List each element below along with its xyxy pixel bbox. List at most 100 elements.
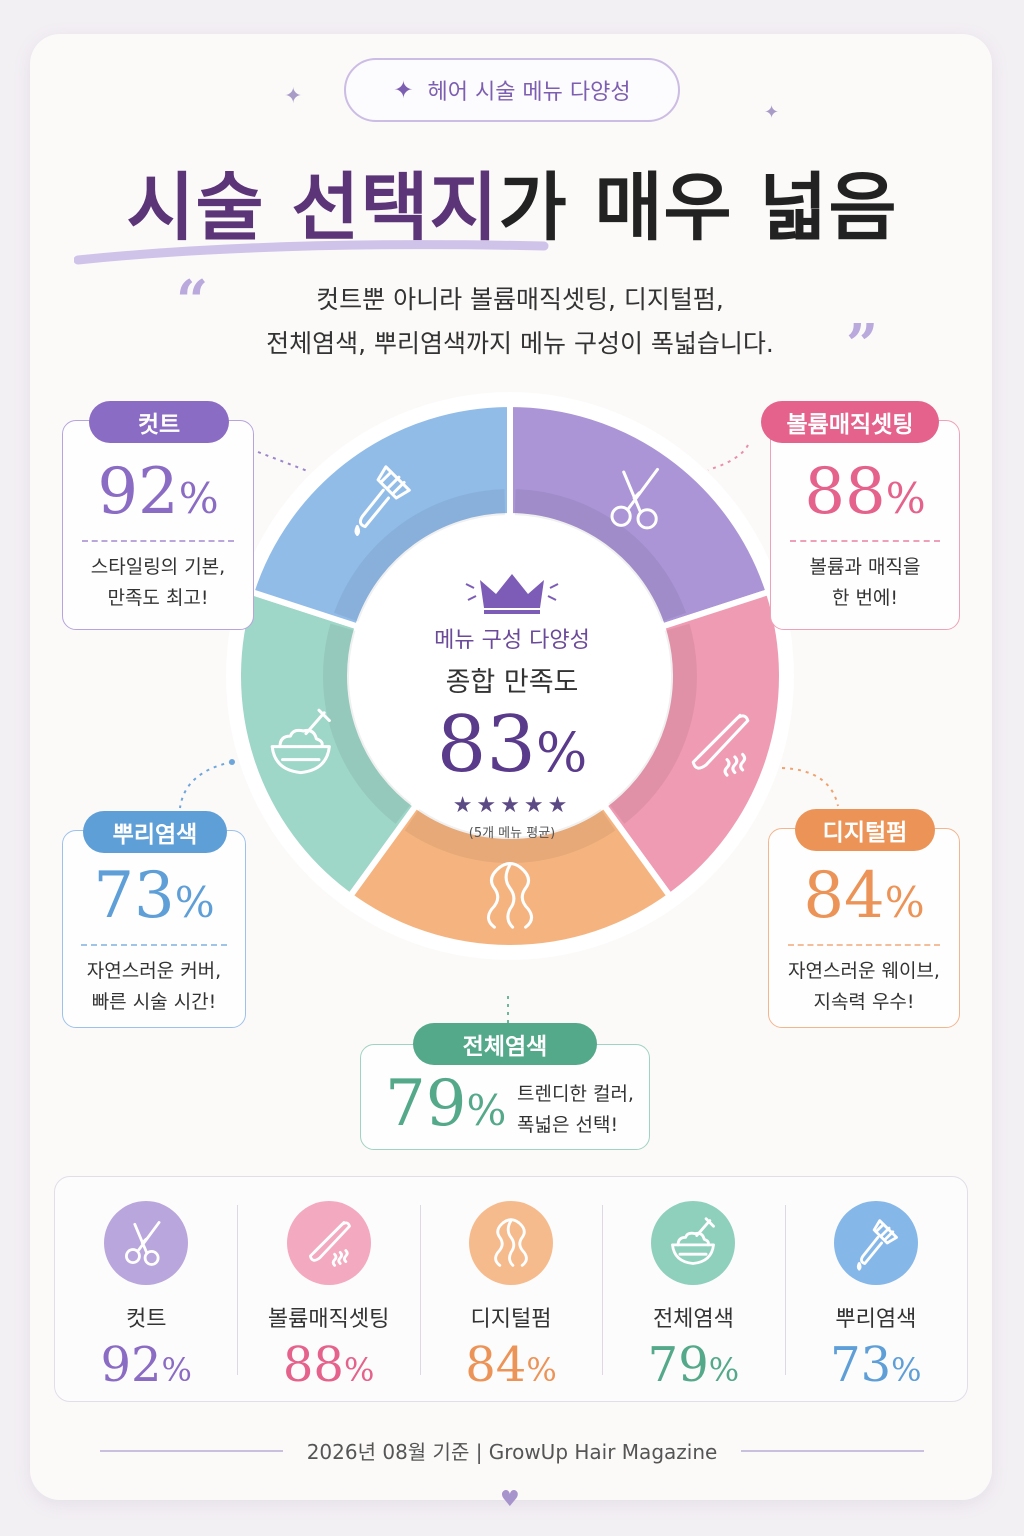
summary-value: 88% — [283, 1337, 374, 1393]
summary-value: 84% — [465, 1337, 556, 1393]
sparkle-icon: ✦ — [284, 84, 303, 109]
summary-value-unit: % — [708, 1351, 740, 1389]
callout-value-number: 73 — [93, 859, 175, 933]
callout-desc: 폭넓은 선택! — [517, 1114, 619, 1136]
divider — [82, 540, 234, 542]
dye-brush-icon — [354, 465, 411, 536]
callout-desc: 볼륨과 매직을 — [809, 556, 921, 578]
callout-value-unit: % — [885, 474, 926, 523]
center-value-number: 83 — [436, 700, 536, 790]
callout-cut: 컷트 92% 스타일링의 기본, 만족도 최고! — [62, 401, 254, 630]
slice-volume-magic-shade — [608, 623, 697, 824]
callout-desc: 만족도 최고! — [107, 587, 209, 609]
callout-full-dye: 전체염색 79% 트렌디한 컬러, 폭넓은 선택! — [360, 1023, 650, 1150]
wavy-hair-icon — [487, 862, 533, 929]
callout-value: 92% — [63, 457, 253, 534]
callout-value: 84% — [769, 861, 959, 938]
crown-icon — [465, 574, 559, 614]
summary-value-unit: % — [343, 1351, 375, 1389]
callout-desc: 트렌디한 컬러, — [517, 1083, 634, 1105]
callout-value-number: 88 — [804, 455, 886, 529]
flat-iron-icon — [286, 1201, 371, 1285]
divider — [789, 540, 941, 542]
callout-value-number: 84 — [803, 859, 885, 933]
summary-label: 전체염색 — [652, 1307, 734, 1332]
summary-label: 볼륨매직셋팅 — [267, 1307, 390, 1332]
summary-value: 73% — [830, 1337, 921, 1393]
callout-desc: 스타일링의 기본, — [90, 556, 226, 578]
divider — [788, 944, 940, 946]
scissors-icon — [610, 467, 660, 530]
slice-root-dye — [247, 400, 513, 631]
title-highlight: 시술 선택지 — [126, 165, 499, 251]
callout-label: 컷트 — [89, 401, 229, 443]
center-value: 83% — [392, 701, 632, 797]
slice-full-dye-shade — [323, 623, 412, 824]
callout-label: 뿌리염색 — [83, 811, 227, 853]
summary-value-number: 84 — [465, 1337, 527, 1393]
open-quote-icon: “ — [176, 268, 209, 334]
divider — [100, 1449, 283, 1452]
close-quote-icon: ” — [846, 312, 879, 378]
callout-value-unit: % — [174, 878, 215, 927]
rating-stars: ★★★★★ — [452, 793, 572, 818]
callout-value-number: 79 — [385, 1067, 467, 1141]
title-rest: 가 매우 넓음 — [498, 165, 898, 251]
center-summary: 메뉴 구성 다양성 종합 만족도 83% ★★★★★ (5개 메뉴 평균) — [392, 560, 632, 841]
center-label-1: 메뉴 구성 다양성 — [434, 628, 590, 653]
heart-icon: ♥ — [500, 1487, 520, 1512]
title-underline — [74, 240, 549, 265]
subtitle: 컷트뿐 아니라 볼륨매직셋팅, 디지털펌, 전체염색, 뿌리염색까지 메뉴 구성… — [200, 278, 840, 366]
center-note: (5개 메뉴 평균) — [468, 826, 556, 841]
dye-brush-icon — [833, 1201, 918, 1285]
topic-badge-label: 헤어 시술 메뉴 다양성 — [427, 80, 631, 105]
footer: 2026년 08월 기준 | GrowUp Hair Magazine — [100, 1436, 924, 1465]
callout-value: 88% — [771, 457, 959, 534]
callout-value-unit: % — [178, 474, 219, 523]
slice-digital-perm — [345, 801, 675, 951]
wavy-hair-icon — [469, 1201, 554, 1285]
summary-panel: 컷트 92% 볼륨매직셋팅 88% 디지털펌 84% 전체염색 79% 뿌리염색… — [54, 1176, 968, 1402]
summary-value-unit: % — [891, 1351, 922, 1389]
summary-value-unit: % — [526, 1351, 557, 1389]
summary-label: 뿌리염색 — [835, 1307, 917, 1332]
page-title: 시술 선택지가 매우 넓음 — [0, 148, 1024, 255]
summary-item-digital-perm: 디지털펌 84% — [419, 1177, 602, 1401]
center-label-2: 종합 만족도 — [445, 667, 579, 698]
callout-digital-perm: 디지털펌 84% 자연스러운 웨이브, 지속력 우수! — [768, 809, 960, 1028]
slice-root-dye-shade — [333, 489, 506, 622]
callout-desc: 빠른 시술 시간! — [91, 991, 217, 1013]
summary-label: 컷트 — [125, 1307, 167, 1332]
summary-item-root-dye: 뿌리염색 73% — [784, 1177, 967, 1401]
sparkle-icon: ✦ — [393, 76, 414, 104]
callout-label: 디지털펌 — [795, 809, 935, 851]
slice-volume-magic — [599, 588, 785, 901]
summary-value-number: 92 — [100, 1337, 162, 1393]
callout-volume-magic: 볼륨매직셋팅 88% 볼륨과 매직을 한 번에! — [761, 401, 960, 630]
summary-value: 79% — [648, 1337, 739, 1393]
summary-value: 92% — [100, 1337, 191, 1393]
slice-cut-shade — [514, 489, 687, 622]
topic-badge: ✦ 헤어 시술 메뉴 다양성 — [344, 58, 680, 122]
callout-desc: 한 번에! — [831, 587, 899, 609]
center-value-unit: % — [535, 721, 588, 784]
footer-text: 2026년 08월 기준 | GrowUp Hair Magazine — [306, 1440, 718, 1464]
dye-bowl-icon — [270, 708, 331, 775]
callout-value-unit: % — [466, 1086, 507, 1135]
slice-digital-perm-shade — [404, 808, 616, 863]
callout-label: 전체염색 — [413, 1023, 597, 1065]
summary-item-cut: 컷트 92% — [55, 1177, 237, 1401]
callout-value-number: 92 — [97, 455, 179, 529]
callout-value: 73% — [63, 861, 245, 938]
donut-center — [360, 526, 660, 826]
summary-value-number: 88 — [282, 1337, 344, 1393]
divider — [81, 944, 227, 946]
divider — [741, 1449, 924, 1452]
scissors-icon — [104, 1201, 189, 1285]
callout-root-dye: 뿌리염색 73% 자연스러운 커버, 빠른 시술 시간! — [62, 811, 246, 1028]
callout-desc: 자연스러운 커버, — [86, 960, 222, 982]
dye-bowl-icon — [651, 1201, 736, 1285]
summary-item-full-dye: 전체염색 79% — [602, 1177, 784, 1401]
